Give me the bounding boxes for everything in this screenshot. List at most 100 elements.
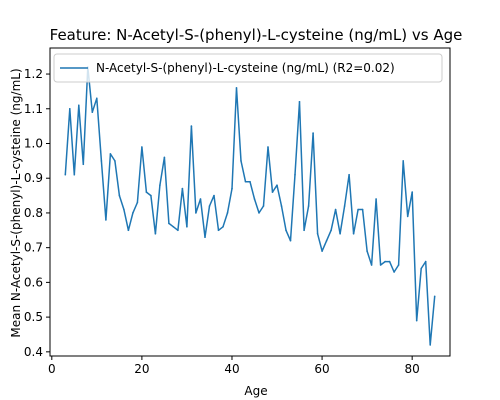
- data-point: [114, 160, 116, 162]
- data-point: [397, 264, 400, 266]
- data-point: [69, 108, 71, 110]
- x-tick-label: 80: [405, 362, 420, 376]
- data-point: [280, 205, 283, 207]
- series-layer: [64, 66, 436, 346]
- data-point: [267, 146, 269, 148]
- y-tick-label: 1.2: [24, 67, 43, 81]
- data-point: [411, 191, 414, 193]
- data-point: [348, 173, 350, 176]
- data-point: [82, 163, 85, 166]
- y-tick-label: 0.5: [24, 310, 43, 324]
- data-point: [361, 208, 364, 211]
- x-axis-label: Age: [244, 384, 267, 398]
- data-point: [343, 205, 346, 207]
- data-point: [294, 173, 296, 176]
- y-tick-label: 0.4: [24, 345, 43, 359]
- data-point: [159, 184, 161, 186]
- data-point: [177, 229, 179, 232]
- data-point: [105, 219, 107, 221]
- data-point: [415, 319, 418, 322]
- data-point: [91, 111, 94, 113]
- data-point: [199, 198, 202, 200]
- data-point: [253, 198, 256, 200]
- data-point: [312, 132, 314, 134]
- y-tick-label: 1.1: [24, 102, 43, 116]
- data-point: [244, 180, 247, 183]
- data-point: [150, 194, 152, 197]
- chart-title: Feature: N-Acetyl-S-(phenyl)-L-cysteine …: [50, 26, 463, 44]
- data-point: [393, 271, 395, 273]
- data-point: [424, 260, 427, 263]
- x-tick-label: 60: [314, 362, 329, 376]
- data-point: [100, 160, 103, 162]
- data-point: [109, 153, 112, 155]
- data-point: [240, 160, 242, 162]
- data-point: [145, 191, 148, 193]
- data-point: [321, 250, 323, 252]
- data-point: [190, 125, 193, 127]
- data-point: [370, 264, 373, 266]
- legend: N-Acetyl-S-(phenyl)-L-cysteine (ng/mL) (…: [53, 53, 443, 83]
- data-point: [195, 212, 197, 214]
- data-point: [163, 156, 166, 159]
- data-point: [208, 205, 211, 207]
- data-point: [136, 201, 139, 204]
- data-point: [132, 212, 134, 214]
- data-point: [154, 233, 157, 235]
- data-point: [334, 208, 337, 211]
- data-point: [172, 226, 175, 228]
- data-point: [339, 233, 341, 235]
- data-point: [78, 104, 80, 107]
- data-point: [276, 184, 278, 186]
- data-point: [298, 101, 301, 103]
- data-point: [307, 205, 310, 207]
- data-point: [366, 250, 368, 252]
- data-point: [433, 295, 436, 298]
- data-point: [330, 229, 332, 232]
- data-point: [222, 226, 224, 228]
- data-point: [96, 97, 98, 100]
- y-axis-ticks: 0.4 0.5 0.6 0.7 0.8 0.9 1.0 1.1 1.2: [24, 67, 50, 359]
- data-point: [118, 194, 121, 197]
- plot-frame: [49, 47, 451, 357]
- data-point: [316, 233, 319, 235]
- x-tick-label: 20: [134, 362, 149, 376]
- data-point: [388, 260, 391, 263]
- data-point: [141, 146, 143, 148]
- data-point: [325, 239, 328, 242]
- y-tick-label: 0.6: [24, 275, 43, 289]
- data-point: [249, 180, 251, 183]
- data-point: [64, 173, 67, 176]
- y-tick-label: 0.8: [24, 206, 43, 220]
- data-point: [204, 236, 206, 238]
- data-point: [258, 212, 260, 214]
- x-tick-label: 0: [48, 362, 56, 376]
- data-point: [168, 222, 170, 225]
- data-point: [285, 229, 287, 232]
- y-tick-label: 0.7: [24, 241, 43, 255]
- data-point: [289, 239, 292, 242]
- data-point: [73, 173, 76, 176]
- data-point: [226, 212, 229, 214]
- data-point: [127, 229, 130, 232]
- data-point: [213, 194, 215, 197]
- data-point: [357, 208, 359, 211]
- data-point: [379, 264, 382, 266]
- data-point: [420, 267, 423, 270]
- x-axis-ticks: 0 20 40 60 80: [48, 356, 420, 376]
- y-tick-label: 1.0: [24, 136, 43, 150]
- data-point: [402, 160, 405, 162]
- x-tick-label: 40: [224, 362, 239, 376]
- legend-label: N-Acetyl-S-(phenyl)-L-cysteine (ng/mL) (…: [96, 61, 395, 75]
- data-point: [231, 187, 233, 190]
- data-point: [303, 229, 305, 232]
- data-point: [186, 226, 188, 228]
- y-axis-label: Mean N-Acetyl-S-(phenyl)-L-cysteine (ng/…: [9, 68, 23, 337]
- data-point: [181, 187, 184, 190]
- data-point: [406, 215, 409, 218]
- data-point: [217, 229, 220, 232]
- data-point: [271, 191, 274, 193]
- data-point: [352, 233, 355, 235]
- data-point: [375, 198, 377, 200]
